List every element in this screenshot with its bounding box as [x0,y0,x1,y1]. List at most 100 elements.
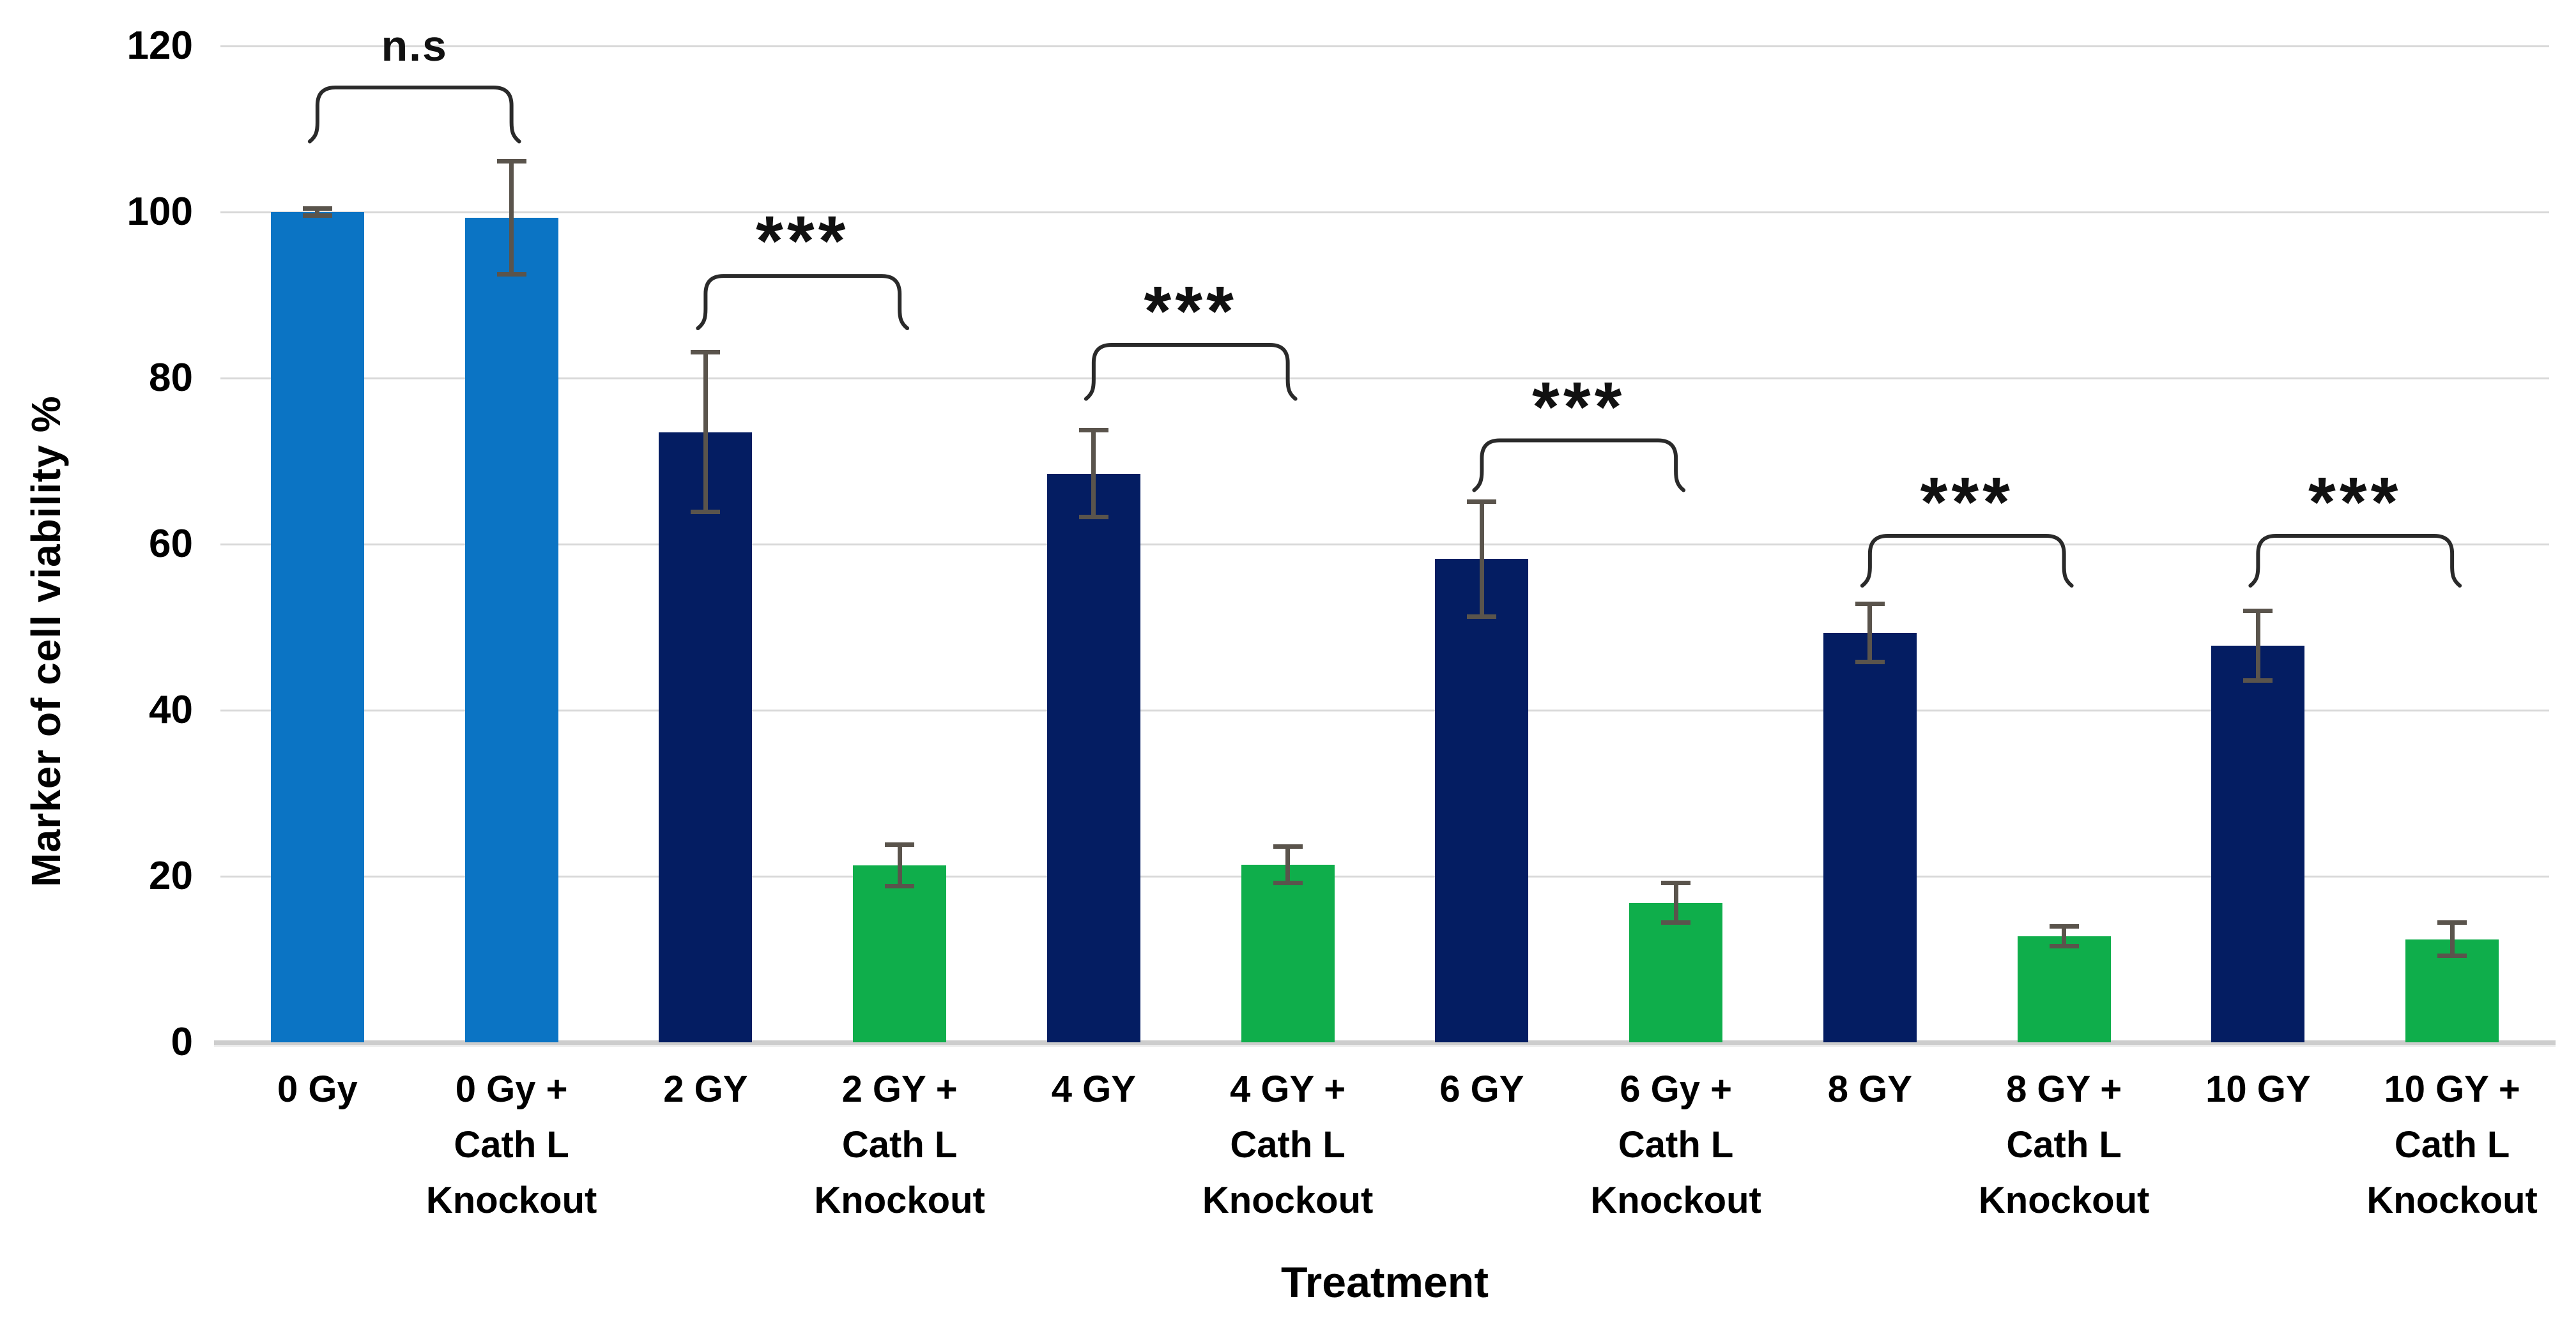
x-category-label-line: Cath L [454,1124,569,1166]
error-bar-cap-top [1855,602,1885,607]
x-category-label-line: Knockout [2366,1180,2538,1221]
error-bar-cap-bottom [2049,943,2079,948]
x-category-label-2 GY: 2 GY [609,1061,803,1117]
y-tick-label-120: 120 [126,24,193,68]
gridline-40 [220,709,2549,711]
error-bar-cap-top [1273,844,1303,849]
error-bar-cap-top [2243,608,2273,613]
bar-4 GY + Cath L Knockout [1241,864,1335,1042]
significance-label: *** [1920,463,2014,542]
x-category-label-line: 2 GY + [841,1068,958,1110]
y-tick-label-100: 100 [126,190,193,234]
significance-bracket [1472,438,1686,492]
x-category-label-line: Cath L [841,1124,958,1166]
error-bar-cap-bottom [1078,514,1108,519]
x-category-label-line: 8 GY [1827,1068,1912,1110]
error-bar-stem [2062,926,2067,946]
x-category-label-line: 0 Gy + [455,1068,568,1110]
x-category-label-line: 10 GY + [2384,1068,2520,1110]
y-tick-label-0: 0 [171,1020,193,1064]
x-category-label-line: Knockout [1202,1180,1374,1221]
y-tick-label-40: 40 [149,688,193,732]
y-tick-label-80: 80 [149,356,193,400]
x-category-label-line: Cath L [2006,1124,2122,1166]
error-bar-stem [1673,883,1678,923]
error-bar-stem [509,161,514,275]
significance-label: n.s [381,22,448,70]
error-bar-cap-top [885,842,915,848]
bar-0 Gy [270,212,364,1042]
significance-bracket [307,86,521,144]
x-category-label-line: Cath L [1618,1124,1734,1166]
x-category-label-4 GY: 4 GY [997,1061,1191,1117]
x-category-label-line: 10 GY [2205,1068,2311,1110]
x-category-label-6 GY: 6 GY [1385,1061,1579,1117]
x-category-label-4 GY + Cath L Knockout: 4 GY + Cath L Knockout [1191,1061,1385,1228]
error-bar-cap-top [691,350,721,355]
x-category-label-line: 2 GY [663,1068,748,1110]
y-tick-label-20: 20 [149,854,193,898]
x-category-label-line: Cath L [2394,1124,2510,1166]
x-category-label-line: 0 Gy [277,1068,358,1110]
x-category-label-6 Gy + Cath L Knockout: 6 Gy + Cath L Knockout [1579,1061,1773,1228]
error-bar-cap-bottom [302,213,332,218]
error-bar-stem [2255,611,2260,681]
x-category-label-line: Knockout [425,1180,597,1221]
x-category-label-0 Gy: 0 Gy [220,1061,415,1117]
plot-area: n.s *** *** *** *** *** [214,24,2556,1045]
error-bar-cap-bottom [2437,954,2467,959]
error-bar-cap-top [2049,924,2079,929]
x-axis-title: Treatment [1281,1258,1489,1307]
y-tick-label-60: 60 [149,522,193,566]
significance-label: *** [1144,272,1238,351]
error-bar-cap-top [1467,499,1497,505]
x-category-label-line: 6 Gy + [1620,1068,1732,1110]
error-bar-cap-bottom [1855,660,1885,665]
error-bar-cap-top [496,159,526,164]
error-bar-stem [897,844,902,886]
gridline-60 [220,543,2549,545]
gridline-20 [220,875,2549,878]
error-bar-cap-bottom [2243,678,2273,683]
error-bar-stem [1479,501,1484,617]
error-bar-cap-top [1661,880,1691,885]
error-bar-cap-top [2437,920,2467,925]
significance-bracket [696,274,910,330]
x-axis-line [214,1040,2556,1045]
error-bar-cap-bottom [1467,614,1497,619]
x-category-label-line: 4 GY + [1230,1068,1346,1110]
significance-label: *** [756,201,850,280]
x-category-label-line: Cath L [1230,1124,1346,1166]
x-category-label-10 GY + Cath L Knockout: 10 GY + Cath L Knockout [2355,1061,2549,1228]
error-bar-stem [2450,922,2455,956]
significance-label: *** [2308,463,2402,542]
error-bar-cap-bottom [1273,880,1303,885]
error-bar-stem [703,352,708,512]
error-bar-stem [1091,430,1096,517]
significance-bracket [1084,343,1298,401]
x-category-label-line: 6 GY [1439,1068,1524,1110]
error-bar-cap-bottom [885,884,915,889]
gridline-80 [220,377,2549,379]
error-bar-stem [315,208,320,216]
bar-8 GY [1823,633,1917,1042]
error-bar-cap-bottom [496,272,526,277]
x-category-label-8 GY: 8 GY [1773,1061,1967,1117]
error-bar-stem [1285,846,1291,883]
bar-6 Gy + Cath L Knockout [1629,902,1723,1042]
gridline-120 [220,45,2549,47]
error-bar-cap-top [1078,428,1108,433]
x-category-label-8 GY + Cath L Knockout: 8 GY + Cath L Knockout [1967,1061,2161,1228]
x-category-label-line: 4 GY [1051,1068,1136,1110]
significance-bracket [1860,534,2074,588]
x-category-label-2 GY + Cath L Knockout: 2 GY + Cath L Knockout [802,1061,997,1228]
bar-8 GY + Cath L Knockout [2017,936,2111,1042]
error-bar-cap-top [302,206,332,211]
significance-label: *** [1532,367,1626,446]
error-bar-cap-bottom [691,509,721,514]
x-category-label-line: Knockout [1590,1180,1761,1221]
x-category-label-10 GY: 10 GY [2161,1061,2356,1117]
significance-brackets-layer [307,86,2462,588]
bar-4 GY [1046,473,1140,1042]
